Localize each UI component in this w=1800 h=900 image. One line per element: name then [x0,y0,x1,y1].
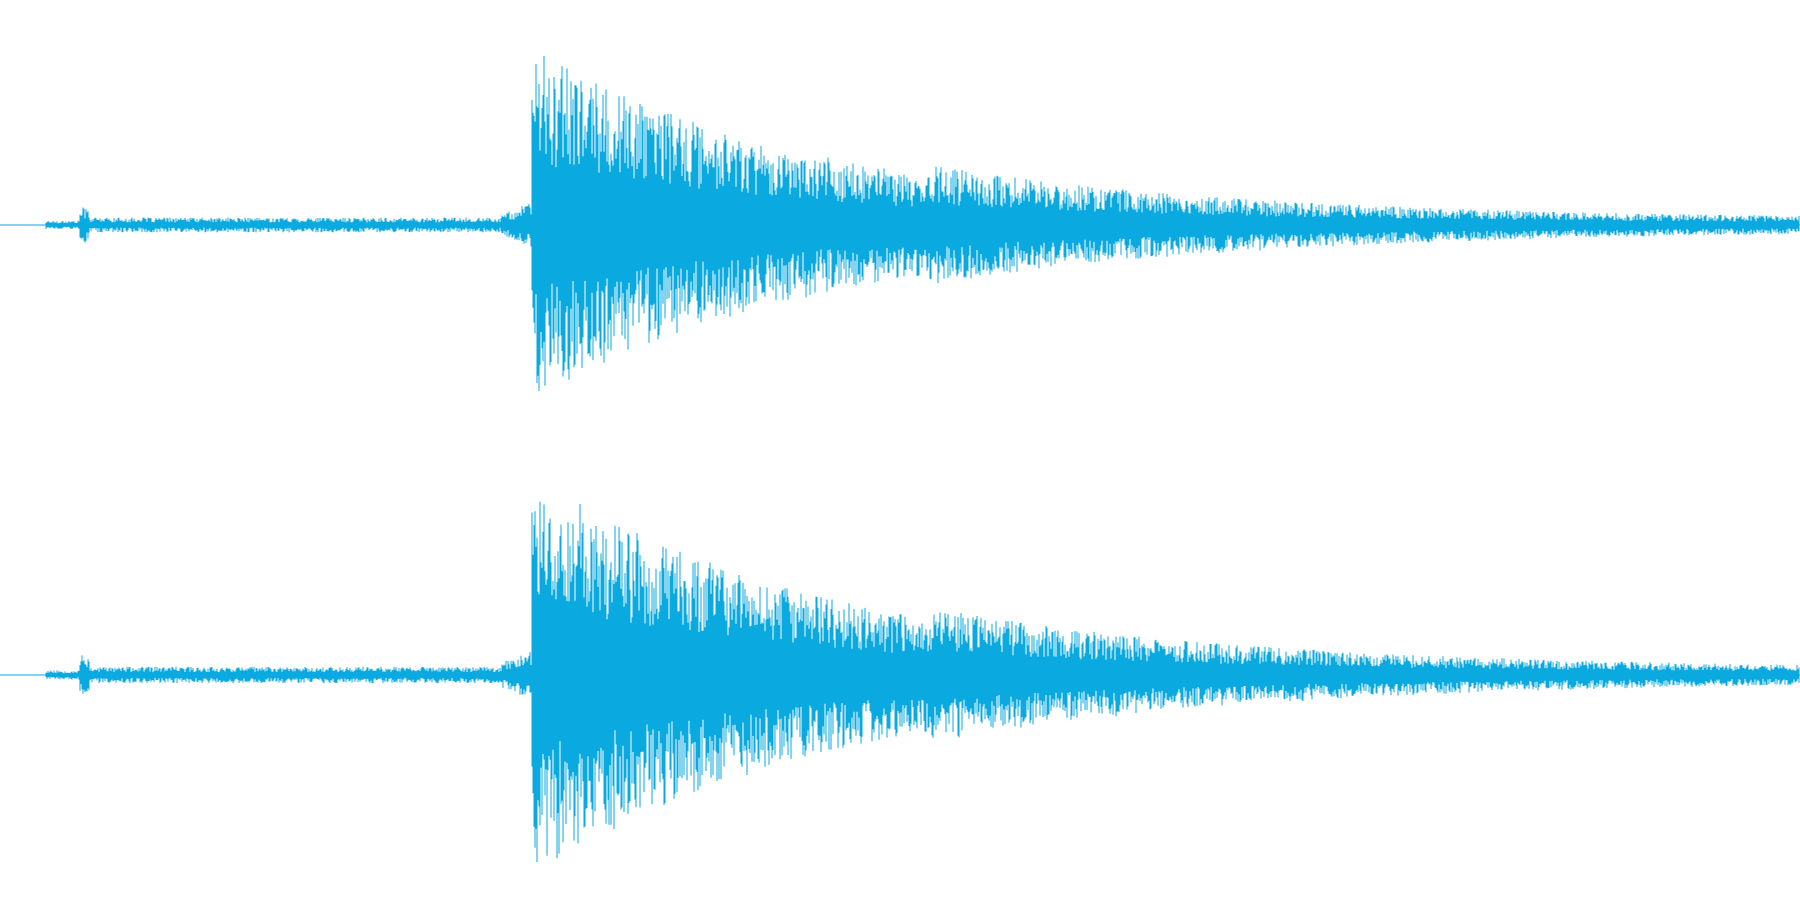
channel-right-samples [45,501,1800,862]
channel-right-waveform [0,501,1800,862]
channel-left-waveform [0,56,1800,391]
channel-left-samples [45,56,1800,391]
